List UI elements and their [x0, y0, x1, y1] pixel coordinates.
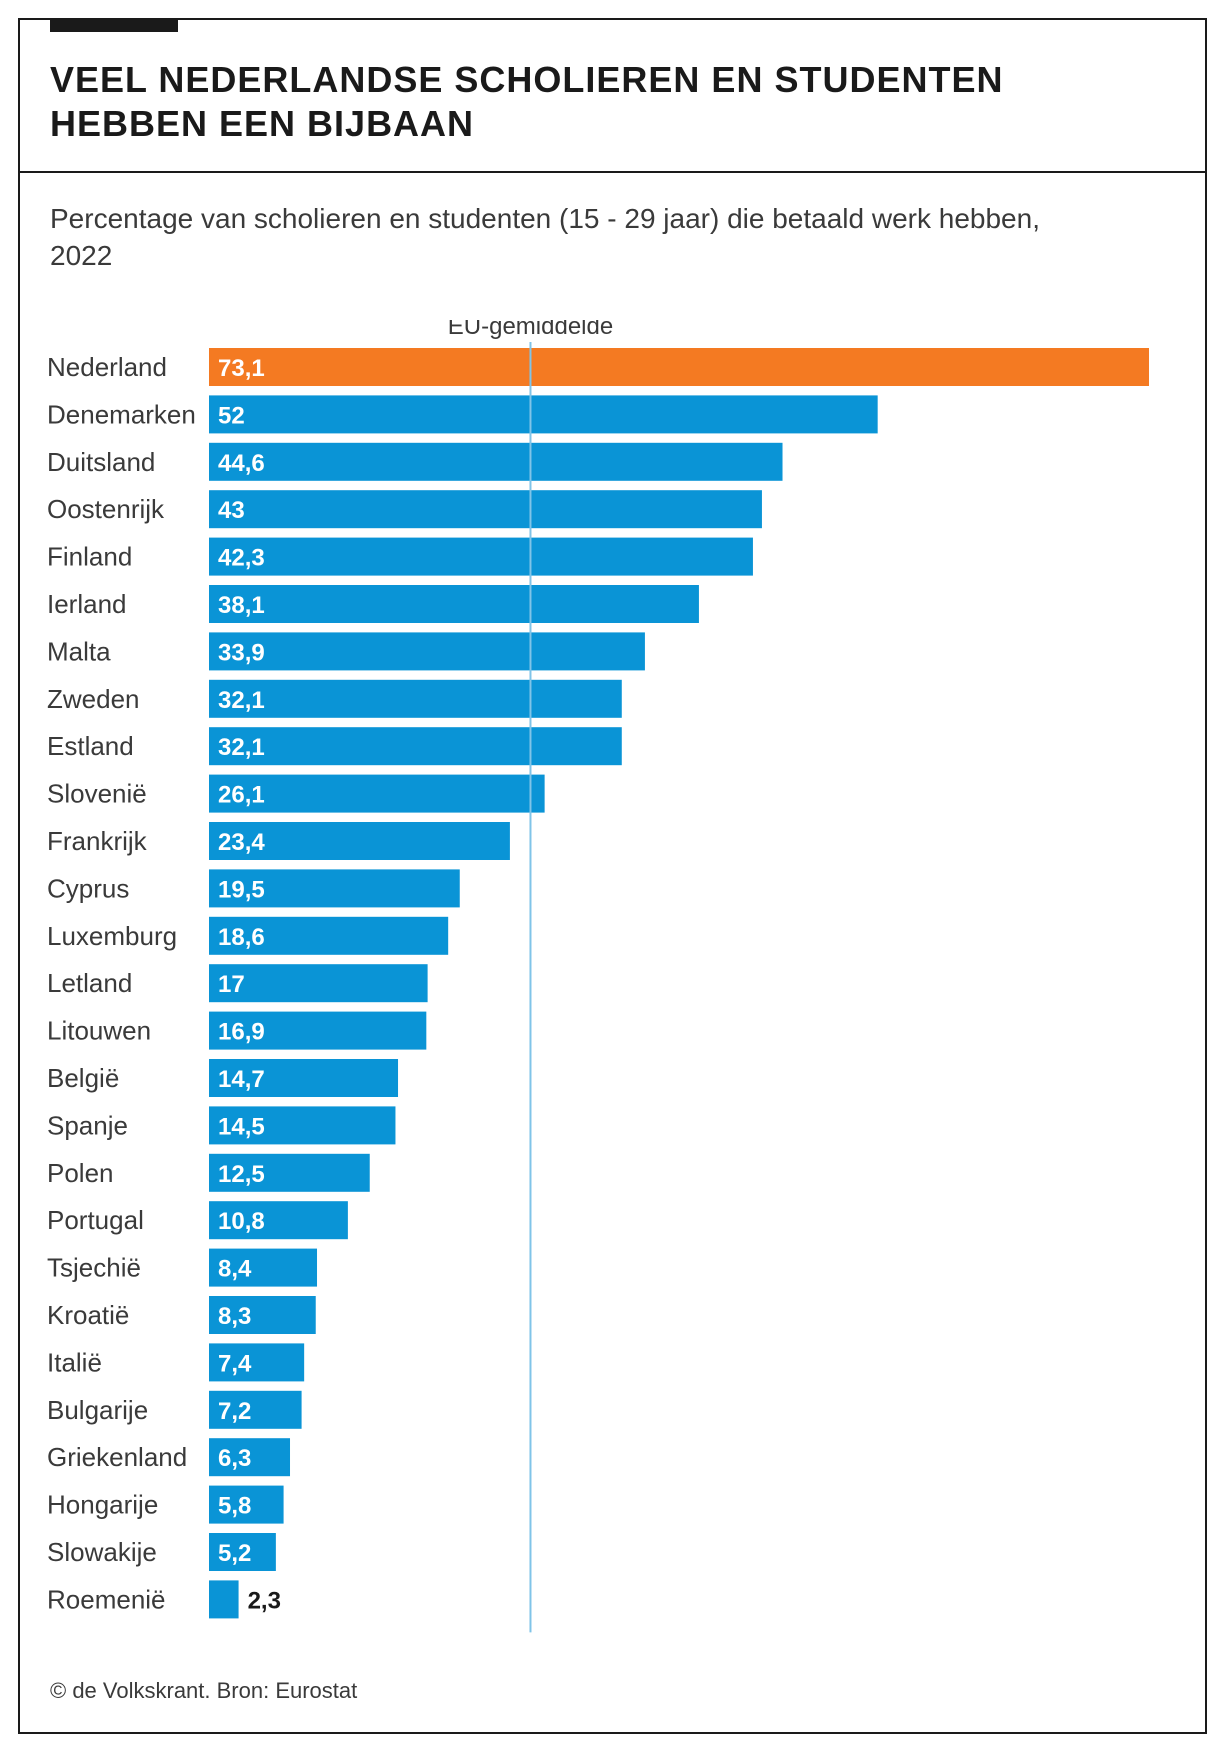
bar	[209, 632, 645, 671]
value-label: 14,7	[218, 1066, 265, 1093]
value-label: 26,1	[218, 782, 265, 809]
bar	[209, 727, 622, 766]
value-label: 18,6	[218, 924, 265, 951]
category-label: Griekenland	[47, 1442, 187, 1472]
category-label: Polen	[47, 1158, 114, 1188]
value-label: 32,1	[218, 734, 265, 761]
bar	[209, 1438, 291, 1477]
title-divider	[20, 171, 1205, 173]
bar	[209, 1059, 399, 1097]
value-label: 8,4	[218, 1256, 252, 1283]
title-accent-bar	[50, 18, 178, 32]
value-label: 2,3	[248, 1587, 281, 1614]
category-label: Slovenië	[47, 779, 147, 809]
chart-subtitle: Percentage van scholieren en studenten (…	[50, 203, 1040, 271]
category-label: Bulgarije	[47, 1395, 148, 1425]
bar	[209, 1390, 302, 1429]
bar	[209, 822, 510, 860]
category-label: Roemenië	[47, 1584, 166, 1614]
category-label: Malta	[47, 636, 111, 666]
value-label: 44,6	[218, 450, 265, 477]
value-label: 10,8	[218, 1208, 265, 1235]
bar	[209, 1011, 427, 1050]
value-label: 16,9	[218, 1019, 265, 1046]
value-label: 17	[218, 971, 245, 998]
value-label: 12,5	[218, 1161, 265, 1188]
bar	[209, 916, 449, 955]
bar	[209, 442, 783, 481]
value-label: 7,2	[218, 1398, 251, 1425]
value-label: 5,8	[218, 1493, 251, 1520]
category-label: Cyprus	[47, 873, 129, 903]
value-label: 23,4	[218, 829, 265, 856]
value-label: 38,1	[218, 592, 265, 619]
bar	[209, 1153, 370, 1192]
value-label: 7,4	[218, 1350, 252, 1377]
eu-average-label: EU-gemiddelde	[448, 320, 613, 340]
category-label: Tsjechië	[47, 1253, 141, 1283]
category-label: Estland	[47, 731, 134, 761]
bar	[209, 1248, 318, 1287]
value-label: 52	[218, 402, 245, 429]
category-label: Zweden	[47, 684, 140, 714]
value-label: 6,3	[218, 1445, 251, 1472]
category-label: Denemarken	[47, 399, 196, 429]
value-label: 43	[218, 497, 245, 524]
bar	[209, 1485, 284, 1524]
value-label: 19,5	[218, 876, 265, 903]
bar	[209, 1106, 396, 1145]
bar	[209, 537, 753, 576]
category-label: Slowakije	[47, 1537, 157, 1567]
category-label: Letland	[47, 968, 132, 998]
bar	[209, 1343, 305, 1382]
category-label: Finland	[47, 542, 132, 572]
bar	[209, 1533, 276, 1571]
chart-frame: VEEL NEDERLANDSE SCHOLIEREN EN STUDENTEN…	[18, 18, 1207, 1734]
category-label: Nederland	[47, 352, 167, 382]
category-label: Italië	[47, 1347, 102, 1377]
bar	[209, 679, 622, 718]
bar	[209, 585, 699, 623]
bar-chart: Nederland 73,1 Denemarken 52 Duitsland 44,6 Oo…	[47, 320, 1149, 1633]
category-label: Kroatië	[47, 1300, 129, 1330]
bar	[209, 774, 545, 813]
category-label: Oostenrijk	[47, 494, 165, 524]
value-label: 32,1	[218, 687, 265, 714]
value-label: 33,9	[218, 639, 265, 666]
source-credit: © de Volkskrant. Bron: Eurostat	[50, 1678, 358, 1703]
value-label: 8,3	[218, 1303, 251, 1330]
bar	[209, 490, 762, 529]
bar	[209, 1296, 316, 1334]
category-label: Hongarije	[47, 1490, 158, 1520]
category-label: België	[47, 1063, 119, 1093]
bar	[209, 1201, 348, 1240]
bar	[209, 1580, 239, 1619]
chart-title: VEEL NEDERLANDSE SCHOLIEREN EN STUDENTEN…	[50, 59, 1004, 144]
category-label: Spanje	[47, 1110, 128, 1140]
bar	[209, 964, 428, 1003]
category-label: Duitsland	[47, 447, 155, 477]
bar	[209, 869, 460, 908]
value-label: 14,5	[218, 1113, 265, 1140]
value-label: 73,1	[218, 355, 265, 382]
bar	[209, 395, 878, 434]
category-label: Litouwen	[47, 1016, 151, 1046]
category-label: Luxemburg	[47, 921, 177, 951]
value-label: 42,3	[218, 545, 265, 572]
category-label: Portugal	[47, 1205, 144, 1235]
category-label: Frankrijk	[47, 826, 148, 856]
bar	[209, 348, 1149, 386]
value-label: 5,2	[218, 1540, 251, 1567]
category-label: Ierland	[47, 589, 127, 619]
